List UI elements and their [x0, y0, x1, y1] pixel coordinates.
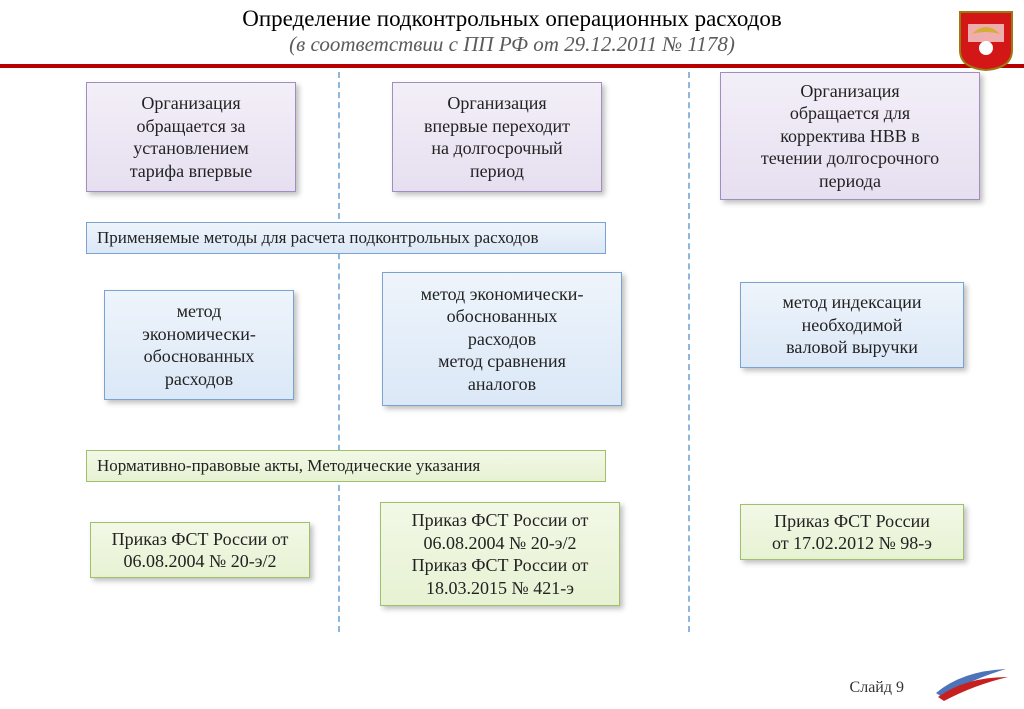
org-first-longterm-box: Организация впервые переходит на долгоср…	[392, 82, 602, 192]
org-first-tariff-box: Организация обращается за установлением …	[86, 82, 296, 192]
slide-number: Слайд 9	[850, 679, 904, 697]
logo-swoosh-icon	[932, 663, 1010, 703]
header-rule	[0, 64, 1024, 68]
regulations-header-bar: Нормативно-правовые акты, Методические у…	[86, 450, 606, 482]
method-index-box: метод индексации необходимой валовой выр…	[740, 282, 964, 368]
coat-of-arms-icon	[958, 10, 1014, 72]
column-divider	[338, 72, 340, 632]
order-fst-2004-box: Приказ ФСТ России от 06.08.2004 № 20-э/2	[90, 522, 310, 578]
page-subtitle: (в соответствии с ПП РФ от 29.12.2011 № …	[0, 32, 1024, 57]
diagram-canvas: Организация обращается за установлением …	[0, 72, 1024, 662]
method-econ-box: метод экономически- обоснованных расходо…	[104, 290, 294, 400]
order-fst-2004-2015-box: Приказ ФСТ России от 06.08.2004 № 20-э/2…	[380, 502, 620, 606]
page-title: Определение подконтрольных операционных …	[0, 6, 1024, 32]
methods-header-bar: Применяемые методы для расчета подконтро…	[86, 222, 606, 254]
order-fst-2012-box: Приказ ФСТ России от 17.02.2012 № 98-э	[740, 504, 964, 560]
method-econ-compare-box: метод экономически- обоснованных расходо…	[382, 272, 622, 406]
column-divider	[688, 72, 690, 632]
org-nvv-correction-box: Организация обращается для корректива НВ…	[720, 72, 980, 200]
